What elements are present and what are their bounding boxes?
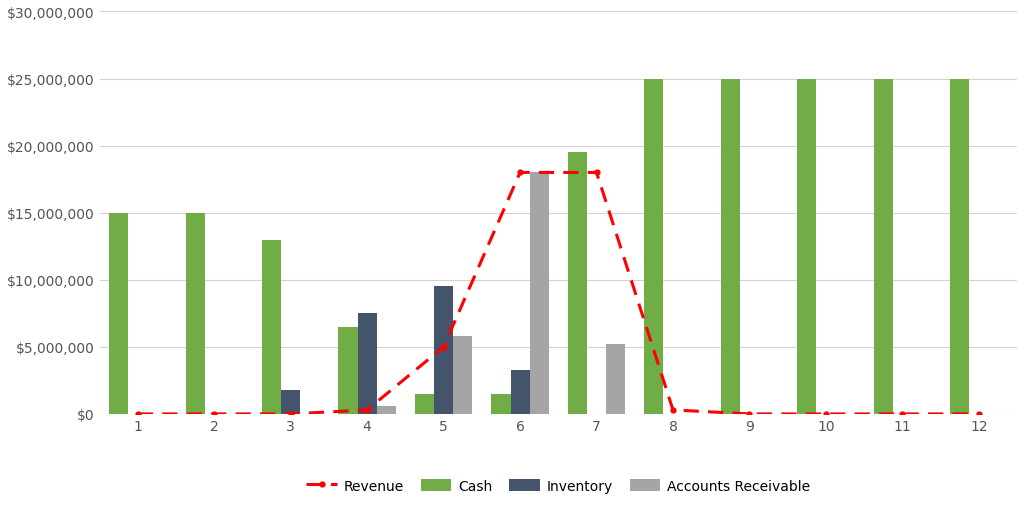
- Bar: [185, 213, 205, 414]
- Revenue: [820, 411, 833, 417]
- Bar: [721, 79, 740, 414]
- Line: Revenue: Revenue: [135, 171, 981, 417]
- Bar: [454, 336, 472, 414]
- Bar: [357, 314, 377, 414]
- Bar: [798, 79, 816, 414]
- Revenue: [208, 411, 220, 417]
- Revenue: [132, 411, 144, 417]
- Bar: [339, 327, 357, 414]
- Revenue: [896, 411, 908, 417]
- Revenue: [743, 411, 756, 417]
- Revenue: [437, 344, 450, 350]
- Bar: [529, 173, 549, 414]
- Bar: [377, 406, 396, 414]
- Bar: [950, 79, 970, 414]
- Bar: [606, 344, 626, 414]
- Revenue: [973, 411, 985, 417]
- Bar: [110, 213, 128, 414]
- Bar: [434, 287, 454, 414]
- Bar: [644, 79, 664, 414]
- Revenue: [514, 170, 526, 176]
- Revenue: [285, 411, 297, 417]
- Bar: [262, 240, 282, 414]
- Bar: [568, 153, 587, 414]
- Bar: [492, 394, 511, 414]
- Legend: Revenue, Cash, Inventory, Accounts Receivable: Revenue, Cash, Inventory, Accounts Recei…: [301, 473, 816, 498]
- Revenue: [667, 407, 679, 413]
- Bar: [415, 394, 434, 414]
- Revenue: [361, 407, 374, 413]
- Bar: [511, 370, 529, 414]
- Bar: [282, 391, 300, 414]
- Bar: [873, 79, 893, 414]
- Revenue: [591, 170, 603, 176]
